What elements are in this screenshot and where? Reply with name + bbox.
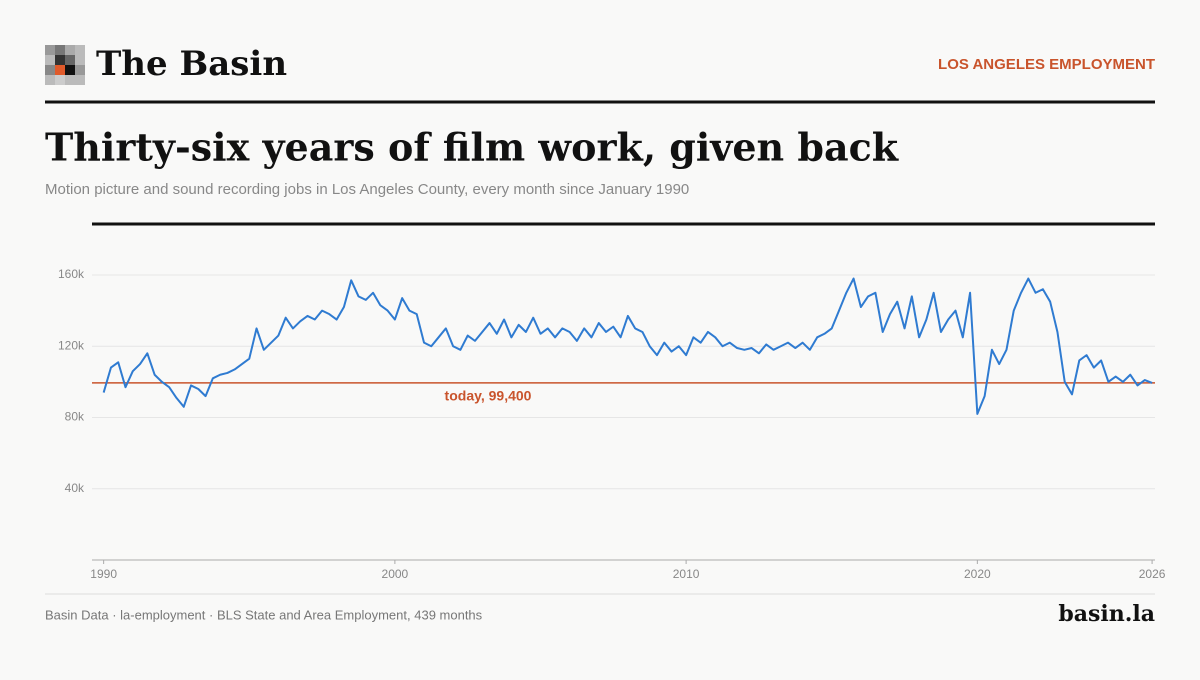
x-tick-label: 2020: [964, 567, 991, 581]
y-tick-label: 120k: [58, 338, 85, 352]
brand: The Basin: [96, 44, 287, 84]
section-label: LOS ANGELES EMPLOYMENT: [938, 56, 1155, 73]
x-tick-label: 2010: [673, 567, 700, 581]
logo: [45, 45, 85, 85]
reference-label: today, 99,400: [445, 388, 532, 404]
source: Basin Data · la-employment · BLS State a…: [45, 607, 483, 622]
chart-subtitle: Motion picture and sound recording jobs …: [45, 181, 689, 198]
y-tick-label: 80k: [65, 410, 85, 424]
chart-title: Thirty-six years of film work, given bac…: [45, 125, 899, 170]
data-line: [102, 277, 1153, 415]
x-tick-label: 1990: [90, 567, 117, 581]
x-tick-label: 2000: [382, 567, 409, 581]
y-tick-label: 40k: [65, 481, 85, 495]
x-tick-label: 2026: [1139, 567, 1166, 581]
site: basin.la: [1058, 601, 1155, 627]
plot: 40k 80k 120k 160k 1990 2000 2010 2020 2026 today,…: [58, 267, 1166, 581]
y-tick-label: 160k: [58, 267, 85, 281]
